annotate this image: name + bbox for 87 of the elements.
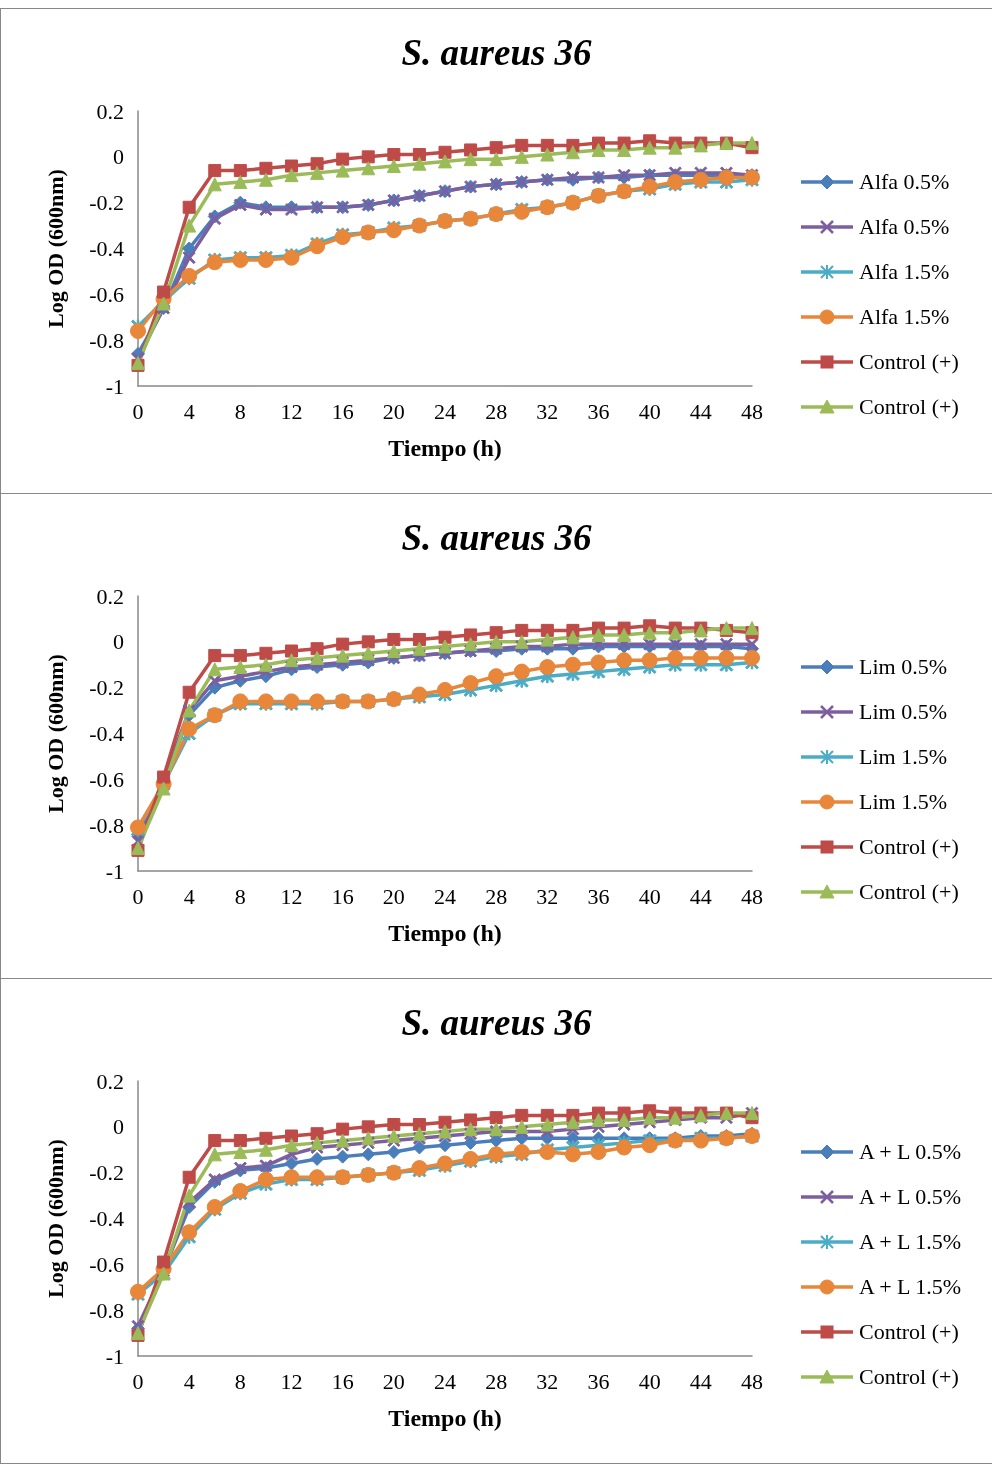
legend-label: Control (+)	[859, 1363, 959, 1390]
x-tick-label: 0	[132, 398, 144, 424]
x-axis-title: Tiempo (h)	[388, 1405, 502, 1431]
x-tick-label: 24	[434, 398, 456, 424]
x-tick-label: 36	[587, 398, 610, 424]
chart-title: S. aureus 36	[401, 32, 593, 73]
y-tick-label: -1	[105, 373, 124, 399]
x-tick-label: 12	[280, 1368, 303, 1394]
legend-label: Lim 1.5%	[859, 788, 947, 815]
x-tick-label: 40	[638, 398, 661, 424]
y-tick-label: -0.8	[89, 327, 124, 353]
legend-label: A + L 0.5%	[859, 1138, 962, 1165]
legend-label: Alfa 0.5%	[859, 213, 950, 240]
x-tick-label: 32	[536, 398, 559, 424]
x-tick-label: 8	[234, 398, 246, 424]
y-tick-label: -0.2	[89, 1160, 124, 1186]
x-tick-label: 32	[536, 883, 559, 909]
legend-label: Control (+)	[859, 348, 959, 375]
x-tick-label: 48	[741, 883, 763, 909]
x-tick-label: 12	[280, 883, 303, 909]
x-tick-label: 24	[434, 883, 456, 909]
legend-label: Control (+)	[859, 393, 959, 420]
y-tick-label: -1	[105, 858, 124, 884]
x-tick-label: 16	[331, 1368, 354, 1394]
y-tick-label: -0.6	[89, 1251, 124, 1277]
y-tick-label: 0	[113, 1114, 124, 1140]
x-tick-label: 32	[536, 1368, 559, 1394]
y-tick-label: 0.2	[96, 98, 124, 124]
y-tick-label: 0.2	[96, 583, 124, 609]
legend-label: Alfa 1.5%	[859, 303, 950, 330]
legend-label: Alfa 1.5%	[859, 258, 950, 285]
x-tick-label: 12	[280, 398, 303, 424]
x-tick-label: 44	[689, 398, 712, 424]
y-axis-title: Log OD (600nm)	[42, 654, 68, 813]
legend-label: Control (+)	[859, 833, 959, 860]
x-tick-label: 24	[434, 1368, 456, 1394]
legend-label: A + L 0.5%	[859, 1183, 962, 1210]
x-tick-label: 4	[183, 1368, 195, 1394]
y-tick-label: -0.2	[89, 190, 124, 216]
x-tick-label: 16	[331, 398, 354, 424]
x-axis-title: Tiempo (h)	[388, 435, 502, 461]
legend-label: Control (+)	[859, 1318, 959, 1345]
x-tick-label: 36	[587, 883, 610, 909]
x-tick-label: 20	[382, 883, 405, 909]
x-tick-label: 16	[331, 883, 354, 909]
x-tick-label: 28	[485, 1368, 508, 1394]
x-tick-label: 28	[485, 883, 508, 909]
y-tick-label: -0.4	[89, 236, 124, 261]
legend-label: Lim 0.5%	[859, 653, 947, 680]
x-tick-label: 48	[741, 398, 763, 424]
legend-label: Control (+)	[859, 878, 959, 905]
y-axis-title: Log OD (600nm)	[42, 1139, 68, 1298]
y-tick-label: -1	[105, 1343, 124, 1369]
x-tick-label: 40	[638, 883, 661, 909]
x-tick-label: 28	[485, 398, 508, 424]
y-tick-label: -0.6	[89, 766, 124, 792]
chart-title: S. aureus 36	[401, 517, 593, 558]
x-tick-label: 8	[234, 1368, 246, 1394]
y-tick-label: -0.8	[89, 1297, 124, 1323]
x-tick-label: 4	[183, 398, 195, 424]
x-axis-title: Tiempo (h)	[388, 920, 502, 946]
y-tick-label: -0.4	[89, 1206, 124, 1231]
x-tick-label: 20	[382, 1368, 405, 1394]
x-tick-label: 36	[587, 1368, 610, 1394]
y-tick-label: -0.8	[89, 812, 124, 838]
y-tick-label: -0.6	[89, 281, 124, 307]
y-tick-label: 0.2	[96, 1068, 124, 1094]
x-tick-label: 48	[741, 1368, 763, 1394]
legend-label: Lim 0.5%	[859, 698, 947, 725]
x-tick-label: 0	[132, 883, 144, 909]
x-tick-label: 0	[132, 1368, 144, 1394]
x-tick-label: 8	[234, 883, 246, 909]
x-tick-label: 4	[183, 883, 195, 909]
x-tick-label: 44	[689, 883, 712, 909]
legend-label: Lim 1.5%	[859, 743, 947, 770]
y-tick-label: -0.2	[89, 675, 124, 701]
y-tick-label: 0	[113, 144, 124, 170]
x-tick-label: 20	[382, 398, 405, 424]
x-tick-label: 44	[689, 1368, 712, 1394]
legend-label: Alfa 0.5%	[859, 168, 950, 195]
legend-label: A + L 1.5%	[859, 1228, 962, 1255]
legend-label: A + L 1.5%	[859, 1273, 962, 1300]
chart-title: S. aureus 36	[401, 1002, 593, 1043]
y-tick-label: -0.4	[89, 721, 124, 746]
x-tick-label: 40	[638, 1368, 661, 1394]
y-axis-title: Log OD (600nm)	[42, 169, 68, 328]
y-tick-label: 0	[113, 629, 124, 655]
